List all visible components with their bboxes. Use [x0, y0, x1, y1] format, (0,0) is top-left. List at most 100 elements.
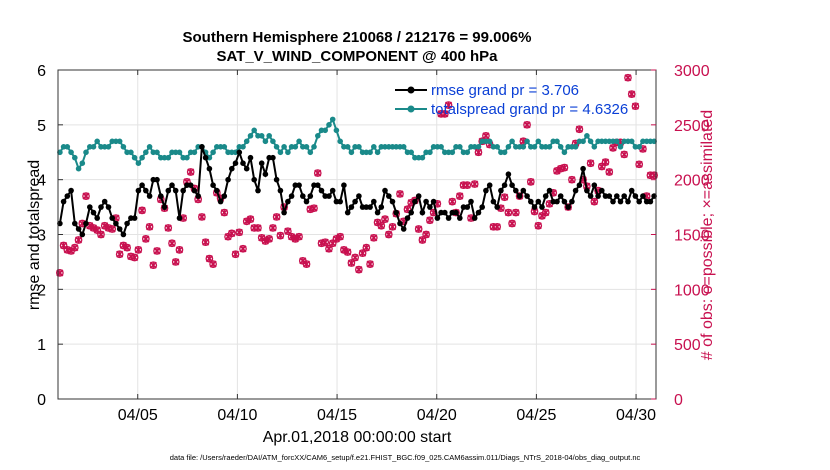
rmse-point: [397, 220, 403, 227]
rmse-point: [625, 198, 631, 205]
rmse-point: [374, 209, 381, 216]
rmse-point: [113, 220, 119, 227]
legend-spread-label: totalspread grand pr = 4.6326: [431, 101, 628, 118]
obs-assimilated-point: [631, 102, 640, 110]
rmse-point: [255, 187, 261, 194]
rmse-point: [98, 204, 104, 210]
right-y-tick-label: 3000: [674, 63, 710, 80]
obs-assimilated-point: [568, 176, 576, 184]
rmse-point: [90, 209, 97, 216]
left-y-tick-label: 5: [37, 118, 46, 135]
rmse-point: [243, 165, 250, 172]
rmse-point: [199, 144, 205, 150]
rmse-point: [486, 182, 493, 188]
totalspread-point: [557, 144, 564, 150]
obs-assimilated-point: [504, 209, 512, 217]
x-tick-label: 04/30: [616, 407, 656, 424]
left-y-axis: 0 1 2 3 4 5 6: [37, 63, 63, 409]
obs-assimilated-point: [235, 228, 243, 236]
right-y-axis: 0 500 1000 1500 2000 2500 3000: [651, 63, 710, 409]
chart-title-line1: Southern Hemisphere 210068 / 212176 = 99…: [183, 29, 532, 46]
rmse-point: [632, 193, 639, 199]
totalspread-point: [68, 149, 74, 156]
rmse-point: [251, 176, 257, 183]
obs-assimilated-point: [366, 260, 374, 268]
rmse-point: [221, 193, 228, 199]
rmse-point: [542, 193, 549, 199]
rmse-point: [326, 193, 332, 199]
right-y-tick-label: 1000: [674, 282, 710, 299]
rmse-point: [636, 198, 642, 205]
rmse-point: [273, 176, 280, 183]
obs-assimilated-point: [220, 209, 228, 217]
rmse-point: [131, 215, 138, 221]
obs-assimilated-point: [239, 245, 247, 253]
totalspread-point: [303, 144, 310, 150]
obs-assimilated-point: [82, 192, 90, 200]
right-y-tick-label: 2500: [674, 118, 710, 135]
rmse-point: [371, 198, 377, 205]
totalspread-point: [165, 154, 172, 161]
rmse-point: [172, 187, 179, 194]
totalspread-point: [131, 154, 138, 161]
rmse-point: [307, 193, 314, 199]
totalspread-point: [356, 144, 362, 150]
obs-assimilated-point: [624, 74, 632, 82]
rmse-point: [240, 160, 246, 166]
rmse-point: [68, 187, 74, 194]
footer-data-file: data file: /Users/raeder/DAI/ATM_forcXX/…: [170, 453, 641, 462]
rmse-point: [565, 204, 571, 210]
obs-assimilated-point: [310, 204, 318, 212]
totalspread-point: [337, 138, 344, 145]
totalspread-point: [191, 149, 198, 156]
rmse-point: [288, 193, 295, 199]
rmse-point: [561, 198, 568, 205]
rmse-point: [628, 187, 635, 194]
obs-assimilated-point: [344, 248, 352, 256]
obs-assimilated-point: [284, 227, 292, 235]
rmse-point: [419, 209, 426, 216]
obs-assimilated-point: [142, 235, 150, 243]
obs-assimilated-point: [231, 250, 240, 258]
totalspread-point: [591, 144, 598, 150]
obs-assimilated-point: [501, 193, 509, 201]
rmse-point: [161, 204, 168, 210]
rmse-point: [430, 198, 437, 205]
obs-assimilated-point: [164, 224, 172, 232]
obs-assimilated-point: [172, 258, 180, 266]
rmse-point: [501, 182, 508, 188]
rmse-point: [528, 198, 534, 205]
rmse-point: [94, 215, 100, 221]
totalspread-point: [262, 138, 269, 145]
rmse-point: [415, 193, 422, 199]
totalspread-point: [135, 160, 142, 166]
obs-assimilated-point: [605, 168, 613, 176]
obs-assimilated-point: [276, 232, 284, 240]
legend-rmse-label: rmse grand pr = 3.706: [431, 82, 579, 99]
rmse-point: [494, 204, 501, 210]
totalspread-point: [572, 144, 579, 150]
rmse-point: [524, 193, 530, 199]
obs-assimilated-point: [418, 236, 426, 244]
rmse-point: [569, 198, 575, 205]
obs-assimilated-point: [351, 253, 359, 262]
rmse-point: [158, 193, 164, 199]
right-y-tick-label: 0: [674, 392, 683, 409]
totalspread-point: [247, 133, 254, 139]
obs-assimilated-point: [273, 213, 281, 221]
rmse-point: [412, 198, 418, 205]
x-tick-label: 04/25: [516, 407, 556, 424]
obs-assimilated-point: [385, 230, 393, 239]
obs-assimilated-point: [355, 266, 363, 274]
rmse-point: [595, 193, 601, 199]
totalspread-point: [554, 138, 560, 145]
rmse-point: [367, 204, 373, 210]
rmse-point: [599, 187, 605, 194]
obs-assimilated-point: [448, 198, 456, 206]
obs-assimilated-point: [482, 132, 490, 140]
totalspread-point: [524, 138, 530, 145]
legend-spread-marker: [407, 105, 415, 113]
rmse-point: [270, 154, 276, 161]
rmse-point: [318, 187, 325, 194]
rmse-point: [640, 193, 646, 199]
